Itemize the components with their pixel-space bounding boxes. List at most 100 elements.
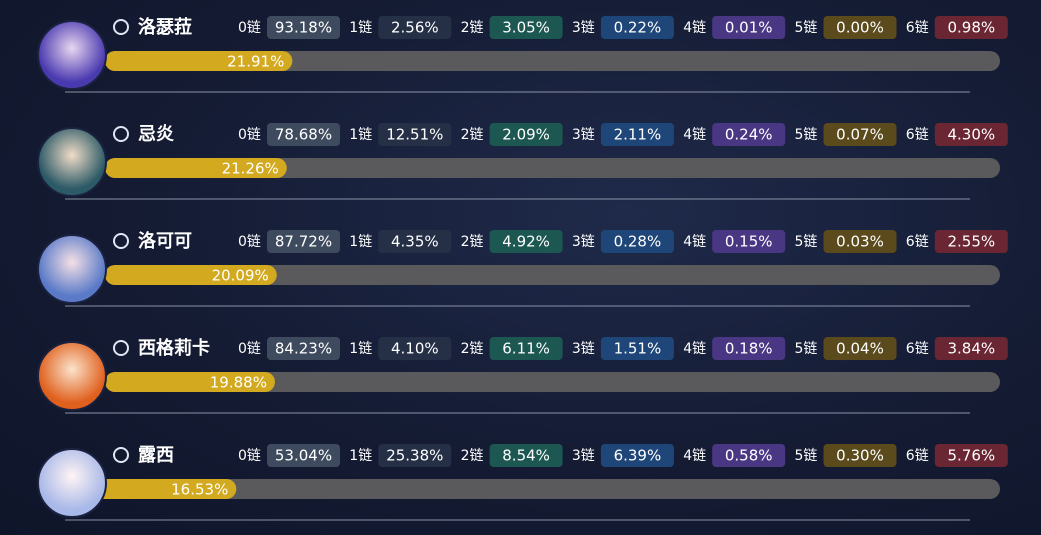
chain-pill xyxy=(823,16,897,39)
chain-label: 0链 xyxy=(238,127,261,143)
chain-label: 2链 xyxy=(461,341,484,357)
chain-label: 0链 xyxy=(238,234,261,250)
chain-label: 5链 xyxy=(795,341,818,357)
element-icon xyxy=(113,126,129,142)
chain-rate: 53.04% xyxy=(275,447,332,465)
usage-label: 19.88% xyxy=(210,374,267,392)
chain-rate: 3.05% xyxy=(502,19,550,37)
chain-pill xyxy=(712,16,786,39)
chain-label: 6链 xyxy=(906,448,929,464)
chain-pill xyxy=(378,444,452,467)
chain-label: 4链 xyxy=(683,448,706,464)
chain-rate: 2.55% xyxy=(947,233,995,251)
chain-label: 6链 xyxy=(906,20,929,36)
character-row: 忌炎 0链 78.68% 1链 12.51% 2链 2.09% 3链 2.11% 4链 0.24% 5… xyxy=(37,123,1008,200)
chain-pill xyxy=(934,444,1008,467)
usage-bar xyxy=(105,372,275,392)
usage-label: 16.53% xyxy=(171,481,228,499)
chain-rate: 0.98% xyxy=(947,19,995,37)
usage-label: 20.09% xyxy=(212,267,269,285)
chain-pill xyxy=(600,16,674,39)
usage-label: 21.91% xyxy=(227,53,284,71)
usage-track xyxy=(105,372,1000,392)
chain-pill xyxy=(267,123,340,146)
chain-label: 2链 xyxy=(461,127,484,143)
character-name: 西格莉卡 xyxy=(138,337,210,359)
chain-rate: 78.68% xyxy=(275,126,332,144)
chain-label: 0链 xyxy=(238,448,261,464)
chain-pill xyxy=(934,337,1008,360)
chain-rate: 93.18% xyxy=(275,19,332,37)
character-name: 忌炎 xyxy=(138,124,174,145)
chain-label: 4链 xyxy=(683,20,706,36)
chain-label: 3链 xyxy=(572,20,595,36)
element-icon xyxy=(113,340,129,356)
chain-rate: 2.11% xyxy=(614,126,662,144)
chain-rate: 87.72% xyxy=(275,233,332,251)
chain-rate: 0.07% xyxy=(836,126,884,144)
chain-pill xyxy=(378,123,452,146)
chain-label: 6链 xyxy=(906,127,929,143)
chain-rate: 0.03% xyxy=(836,233,884,251)
chain-pill xyxy=(489,230,563,253)
chain-rate: 4.35% xyxy=(391,233,439,251)
chain-label: 2链 xyxy=(461,20,484,36)
chain-pill xyxy=(267,444,340,467)
chain-label: 0链 xyxy=(238,20,261,36)
chain-rate: 0.01% xyxy=(725,19,773,37)
chain-pill xyxy=(712,123,786,146)
element-icon xyxy=(113,233,129,249)
chain-label: 3链 xyxy=(572,234,595,250)
chain-label: 4链 xyxy=(683,127,706,143)
avatar xyxy=(37,448,107,518)
chain-rate: 4.92% xyxy=(502,233,550,251)
chain-label: 3链 xyxy=(572,448,595,464)
chain-rate: 0.58% xyxy=(725,447,773,465)
avatar xyxy=(37,20,107,90)
element-icon xyxy=(113,447,129,463)
chain-pill xyxy=(823,337,897,360)
chain-pill xyxy=(934,123,1008,146)
chain-rate: 3.84% xyxy=(947,340,995,358)
chain-rate: 5.76% xyxy=(947,447,995,465)
chain-rate: 8.54% xyxy=(502,447,550,465)
chain-rate: 2.09% xyxy=(502,126,550,144)
usage-label: 21.26% xyxy=(222,160,279,178)
character-name: 露西 xyxy=(138,445,174,466)
chain-pill xyxy=(823,230,897,253)
avatar xyxy=(37,127,107,197)
usage-track xyxy=(95,479,1000,499)
avatar xyxy=(37,341,107,411)
chain-rate: 0.28% xyxy=(614,233,662,251)
usage-bar xyxy=(105,265,277,285)
chain-label: 6链 xyxy=(906,341,929,357)
chain-pill xyxy=(712,337,786,360)
chain-pill xyxy=(712,230,786,253)
chain-rate: 0.22% xyxy=(614,19,662,37)
chain-pill xyxy=(267,337,340,360)
chain-rate: 0.15% xyxy=(725,233,773,251)
chain-rate: 0.04% xyxy=(836,340,884,358)
chain-label: 1链 xyxy=(349,448,372,464)
chain-rate: 84.23% xyxy=(275,340,332,358)
chain-rate: 0.00% xyxy=(836,19,884,37)
chain-label: 1链 xyxy=(349,341,372,357)
usage-track xyxy=(105,158,1000,178)
chain-pill xyxy=(934,16,1008,39)
chain-label: 4链 xyxy=(683,341,706,357)
chain-pill xyxy=(378,337,452,360)
avatar xyxy=(37,234,107,304)
chain-pill xyxy=(600,123,674,146)
character-row: 洛可可 0链 87.72% 1链 4.35% 2链 4.92% 3链 0.28% 4链 0.15% 5… xyxy=(37,230,1008,307)
chain-rate: 12.51% xyxy=(386,126,443,144)
chain-rate: 4.10% xyxy=(391,340,439,358)
chain-pill xyxy=(267,16,340,39)
chain-pill xyxy=(600,444,674,467)
chain-label: 5链 xyxy=(795,234,818,250)
chain-pill xyxy=(378,16,452,39)
character-row: 露西 0链 53.04% 1链 25.38% 2链 8.54% 3链 6.39% 4链 0.58% 5… xyxy=(37,444,1008,521)
chain-rate: 6.11% xyxy=(502,340,550,358)
chain-pill xyxy=(823,123,897,146)
chain-label: 2链 xyxy=(461,234,484,250)
